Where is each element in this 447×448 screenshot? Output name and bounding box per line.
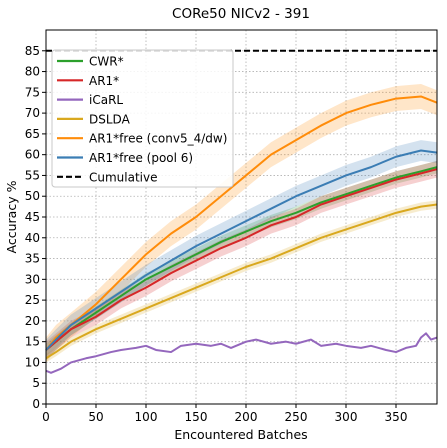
y-tick-label: 20	[25, 314, 40, 328]
series-line-2	[45, 332, 438, 374]
y-tick-label: 85	[25, 44, 40, 58]
y-tick-label: 75	[25, 85, 40, 99]
x-tick-label: 350	[385, 410, 408, 424]
series-band-1	[46, 160, 437, 359]
y-tick-label: 35	[25, 252, 40, 266]
x-tick-label: 150	[185, 410, 208, 424]
y-tick-label: 5	[32, 376, 40, 390]
y-axis-title: Accuracy %	[4, 180, 19, 253]
y-tick-label: 50	[25, 189, 40, 203]
y-tick-label: 70	[25, 106, 40, 120]
y-axis-ticks: 0 5 10 15 20 25 30 35 40 45 50 55 60 65 70 75 80 85	[25, 44, 46, 411]
x-tick-label: 300	[335, 410, 358, 424]
y-tick-label: 40	[25, 231, 40, 245]
series-line-4	[45, 95, 438, 351]
x-tick-label: 100	[135, 410, 158, 424]
legend-label: AR1*free (pool 6)	[89, 151, 193, 165]
y-tick-label: 45	[25, 210, 40, 224]
x-tick-label: 0	[42, 410, 50, 424]
series-line-1	[45, 168, 438, 351]
series-line-0	[45, 166, 438, 351]
x-tick-label: 50	[88, 410, 103, 424]
legend-label: iCaRL	[89, 93, 123, 107]
legend-frame	[51, 49, 234, 188]
legend-label: AR1*free (conv5_4/dw)	[89, 132, 227, 146]
x-tick-label: 200	[235, 410, 258, 424]
y-tick-label: 0	[32, 397, 40, 411]
series-band-0	[46, 160, 437, 357]
chart-title: CORe50 NICv2 - 391	[172, 6, 310, 22]
y-tick-label: 10	[25, 355, 40, 369]
legend-label: CWR*	[89, 55, 124, 69]
y-tick-label: 80	[25, 65, 40, 79]
y-tick-label: 15	[25, 335, 40, 349]
series-line-5	[45, 149, 438, 351]
x-axis-ticks: 0 50 100 150 200 250 300 350	[42, 404, 407, 424]
series-line-3	[45, 203, 438, 360]
legend: CWR* AR1* iCaRL DSLDA AR1*free (conv5_4/dw) A…	[51, 49, 234, 188]
series-band-5	[46, 140, 437, 361]
series-lines	[45, 49, 438, 374]
x-axis-title: Encountered Batches	[174, 427, 307, 442]
legend-label: Cumulative	[89, 170, 158, 184]
legend-label: AR1*	[89, 74, 119, 88]
legend-label: DSLDA	[89, 112, 131, 126]
y-tick-label: 65	[25, 127, 40, 141]
y-tick-label: 25	[25, 293, 40, 307]
y-tick-label: 55	[25, 168, 40, 182]
y-tick-label: 60	[25, 148, 40, 162]
y-tick-label: 30	[25, 272, 40, 286]
x-tick-label: 250	[285, 410, 308, 424]
confidence-bands	[46, 84, 437, 363]
